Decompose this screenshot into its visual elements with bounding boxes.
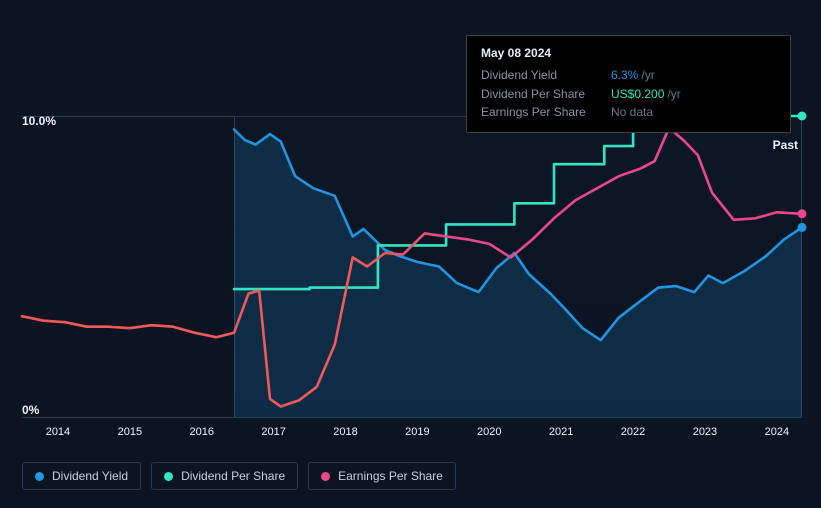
tooltip-row-unit: /yr [641, 66, 654, 85]
past-label: Past [773, 138, 798, 152]
x-axis-tick-label: 2017 [261, 426, 285, 438]
x-axis-tick-label: 2018 [333, 426, 357, 438]
tooltip-date: May 08 2024 [481, 46, 776, 60]
tooltip-row-value: 6.3% [611, 66, 638, 85]
x-axis-tick-label: 2022 [621, 426, 645, 438]
x-axis-tick-label: 2016 [189, 426, 213, 438]
series-end-marker-0 [798, 223, 807, 232]
tooltip-row: Dividend Per ShareUS$0.200/yr [481, 85, 776, 104]
legend-item[interactable]: Earnings Per Share [308, 462, 456, 490]
legend-label: Dividend Per Share [181, 469, 285, 483]
series-end-marker-2 [798, 209, 807, 218]
legend-item[interactable]: Dividend Yield [22, 462, 141, 490]
legend-dot [164, 472, 173, 481]
x-axis-tick-label: 2021 [549, 426, 573, 438]
legend-item[interactable]: Dividend Per Share [151, 462, 298, 490]
tooltip-row: Dividend Yield6.3%/yr [481, 66, 776, 85]
tooltip-row-label: Dividend Per Share [481, 85, 611, 104]
tooltip-row: Earnings Per ShareNo data [481, 103, 776, 122]
legend-dot [35, 472, 44, 481]
tooltip-row-unit: /yr [667, 85, 680, 104]
legend-label: Earnings Per Share [338, 469, 443, 483]
legend-dot [321, 472, 330, 481]
x-axis-tick-label: 2020 [477, 426, 501, 438]
tooltip-row-label: Earnings Per Share [481, 103, 611, 122]
legend-label: Dividend Yield [52, 469, 128, 483]
x-axis-tick-label: 2015 [118, 426, 142, 438]
tooltip-row-value: No data [611, 103, 653, 122]
chart-legend: Dividend Yield Dividend Per Share Earnings… [22, 462, 456, 490]
x-axis-tick-label: 2019 [405, 426, 429, 438]
y-axis-tick-label: 0% [22, 403, 39, 417]
series-end-marker-1 [798, 112, 807, 121]
tooltip-row-label: Dividend Yield [481, 66, 611, 85]
x-axis-tick-label: 2014 [46, 426, 70, 438]
x-axis-tick-label: 2023 [693, 426, 717, 438]
y-axis-tick-label: 10.0% [22, 114, 56, 128]
tooltip-row-value: US$0.200 [611, 85, 664, 104]
series-area-0 [234, 130, 802, 418]
x-axis-tick-label: 2024 [765, 426, 789, 438]
chart-tooltip: May 08 2024 Dividend Yield6.3%/yrDividen… [466, 35, 791, 133]
